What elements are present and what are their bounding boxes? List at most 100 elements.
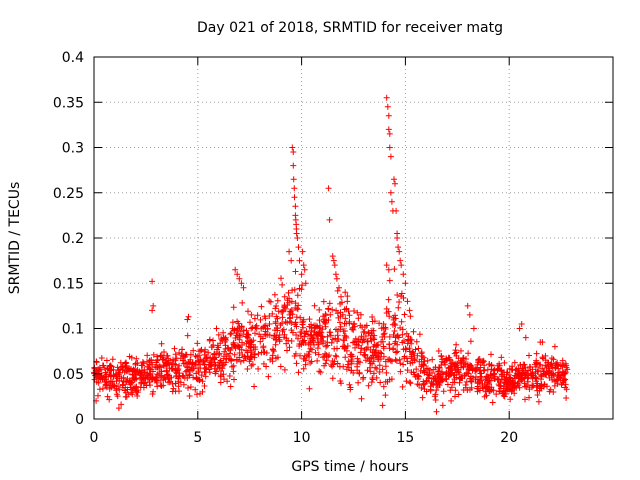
data-point	[281, 293, 288, 300]
data-point	[451, 350, 458, 357]
data-point	[207, 359, 214, 366]
data-point	[376, 362, 383, 369]
data-point	[142, 375, 148, 382]
data-point	[266, 332, 273, 339]
data-point	[260, 349, 267, 356]
data-point	[488, 362, 495, 369]
data-point	[347, 351, 354, 358]
data-point	[501, 359, 508, 366]
data-point	[493, 391, 500, 398]
data-point	[269, 310, 276, 317]
data-point	[516, 384, 523, 391]
data-point	[343, 347, 350, 354]
data-point	[266, 321, 273, 327]
data-point	[325, 185, 332, 192]
data-point	[376, 320, 383, 327]
data-point	[543, 371, 550, 378]
data-point	[170, 356, 176, 363]
data-point	[474, 361, 481, 368]
y-tick-label: 0.25	[53, 186, 84, 202]
data-point	[130, 375, 137, 382]
data-point	[355, 379, 362, 386]
data-point	[356, 369, 363, 376]
data-point	[407, 360, 414, 367]
data-point	[266, 298, 273, 305]
data-point	[407, 348, 413, 355]
data-point	[346, 312, 353, 319]
data-point	[340, 337, 347, 343]
data-point	[408, 340, 415, 347]
data-point	[431, 393, 438, 400]
data-point	[187, 384, 194, 390]
data-point	[231, 343, 238, 350]
data-point	[316, 306, 323, 313]
data-point	[363, 322, 370, 329]
data-point	[195, 369, 202, 375]
data-point	[311, 322, 318, 329]
data-point	[461, 373, 468, 380]
data-point	[444, 381, 451, 388]
data-point	[448, 384, 455, 391]
data-point	[394, 292, 401, 298]
data-point	[372, 364, 379, 371]
data-point	[433, 408, 440, 415]
data-point	[289, 329, 296, 336]
y-tick-label: 0.05	[53, 367, 84, 383]
data-point	[274, 297, 281, 304]
data-point	[463, 378, 470, 385]
data-point	[198, 372, 205, 379]
data-point	[384, 378, 391, 385]
data-point	[386, 277, 393, 284]
data-point	[421, 386, 428, 393]
data-point	[153, 378, 160, 384]
data-point	[194, 376, 201, 383]
data-point	[149, 368, 156, 375]
data-point	[96, 364, 103, 371]
data-point	[468, 384, 475, 391]
data-point	[158, 368, 165, 375]
data-point	[351, 308, 357, 314]
data-point	[154, 357, 160, 364]
data-point	[542, 371, 549, 378]
data-point	[430, 366, 437, 373]
data-point	[416, 358, 423, 365]
data-point	[421, 358, 428, 365]
data-point	[342, 315, 349, 322]
data-point	[107, 367, 114, 374]
data-point	[219, 365, 226, 372]
data-point	[227, 331, 234, 338]
data-point	[525, 382, 531, 388]
data-point	[487, 388, 494, 395]
data-point	[279, 281, 286, 288]
data-point	[134, 360, 141, 366]
data-point	[149, 307, 156, 314]
data-point	[342, 354, 349, 361]
data-point	[160, 382, 167, 389]
data-point	[98, 355, 105, 361]
data-point	[404, 367, 411, 374]
data-point	[391, 176, 397, 183]
data-point	[458, 347, 464, 354]
data-point	[129, 367, 136, 374]
data-point	[370, 358, 377, 365]
data-point	[379, 366, 386, 373]
data-point	[207, 354, 214, 361]
y-tick-label: 0.3	[62, 141, 84, 157]
data-point	[562, 360, 569, 367]
data-point	[482, 388, 489, 395]
data-point	[333, 353, 340, 360]
data-point	[414, 352, 421, 359]
data-point	[279, 314, 286, 321]
data-point	[496, 382, 503, 389]
data-point	[320, 340, 326, 347]
data-point	[331, 345, 338, 352]
data-point	[213, 368, 219, 375]
data-point	[395, 244, 402, 251]
data-point	[392, 338, 399, 345]
data-point	[118, 401, 125, 408]
data-point	[217, 379, 224, 386]
data-point	[298, 271, 305, 278]
data-point	[430, 375, 437, 382]
data-point	[419, 394, 426, 401]
data-point	[420, 354, 427, 361]
